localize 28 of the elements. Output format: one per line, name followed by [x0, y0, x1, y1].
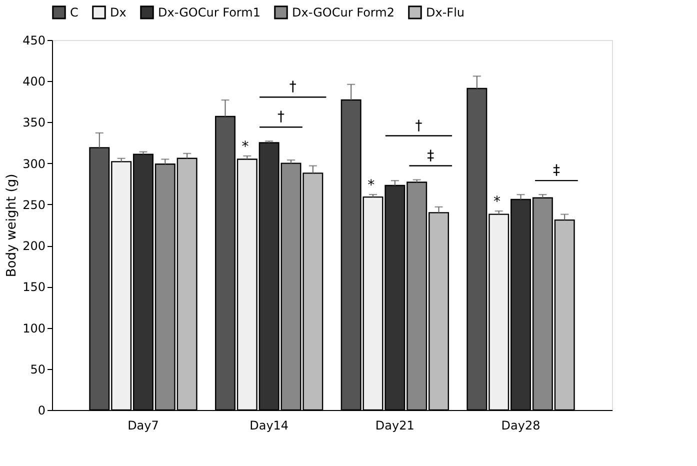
y-tick-label: 150: [22, 280, 46, 294]
annotation: *: [242, 138, 249, 155]
x-tick-label: Day7: [128, 418, 159, 432]
y-tick-label: 400: [22, 74, 46, 89]
y-tick-label: 100: [22, 321, 46, 336]
legend-label: Dx: [110, 5, 126, 20]
y-tick-label: 50: [30, 362, 46, 376]
annotation: †: [277, 109, 284, 126]
legend-label: C: [70, 5, 78, 20]
annotation: ‡: [427, 148, 434, 164]
legend-label: Dx-GOCur Form2: [292, 5, 394, 20]
y-tick-label: 450: [22, 34, 46, 48]
y-tick-label: 200: [22, 239, 46, 254]
annotation: †: [289, 79, 296, 96]
annotation: *: [368, 178, 375, 194]
annotation: *: [493, 194, 500, 210]
x-tick-label: Day28: [501, 418, 540, 432]
x-tick-label: Day21: [375, 418, 414, 432]
y-tick-label: 300: [22, 156, 46, 171]
legend-label: Dx-GOCur Form1: [158, 5, 260, 20]
annotation: †: [415, 118, 422, 134]
y-tick-label: 0: [38, 404, 46, 418]
y-tick-label: 250: [22, 198, 46, 212]
legend-label: Dx-Flu: [426, 5, 465, 20]
x-tick-label: Day14: [250, 418, 289, 432]
y-tick-label: 350: [22, 116, 46, 130]
annotation: ‡: [552, 162, 560, 179]
y-axis-title: Body weight (g): [4, 174, 20, 278]
